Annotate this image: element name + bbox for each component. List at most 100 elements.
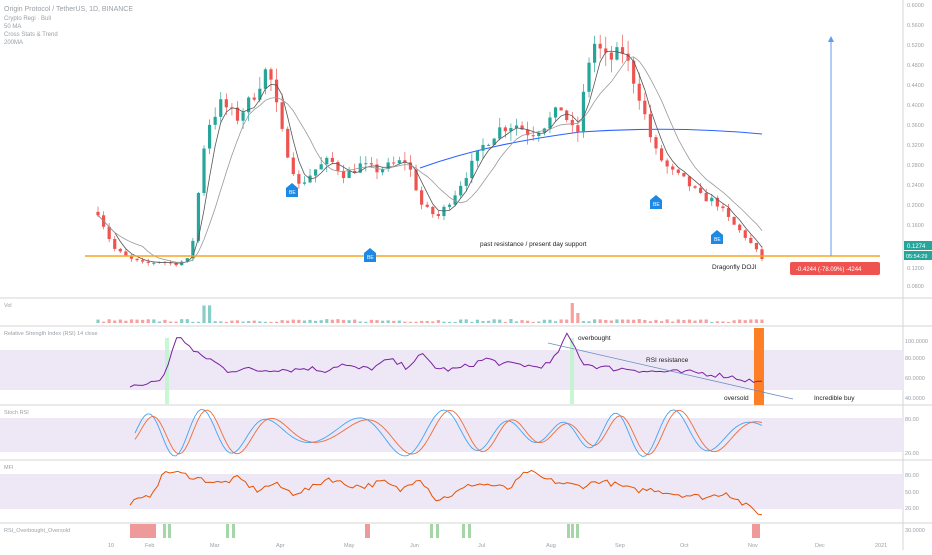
- time-tick: 10: [108, 543, 114, 549]
- candle-body: [152, 262, 156, 264]
- be-badge[interactable]: BE: [650, 195, 662, 209]
- indicator-label-1: Crypto Regi · Bull: [4, 16, 51, 22]
- candle-body: [124, 251, 128, 256]
- candle-body: [531, 135, 535, 137]
- volume-bar: [659, 321, 664, 323]
- candle-body: [341, 170, 346, 178]
- price-tick: 0.2400: [907, 183, 924, 189]
- indicator-label-2: 50 MA: [4, 24, 21, 30]
- candle-body: [336, 162, 340, 171]
- volume-bar: [392, 320, 396, 323]
- time-tick: Dec: [815, 543, 825, 549]
- volume-bar: [593, 319, 597, 323]
- volume-bar: [509, 319, 513, 323]
- price-tick: 0.2000: [907, 203, 924, 209]
- indicator-label-4: 200MA: [4, 40, 23, 46]
- candle-body: [314, 169, 318, 176]
- candle-body: [302, 182, 307, 184]
- candle-body: [224, 99, 228, 108]
- volume-bar: [587, 321, 591, 323]
- volume-bar: [129, 319, 134, 323]
- candle-body: [475, 150, 480, 161]
- time-tick: Apr: [276, 543, 285, 549]
- volume-bar: [213, 321, 217, 323]
- measure-label: -0.4244 (-78.09%) -4244: [796, 267, 862, 273]
- time-tick: Aug: [546, 543, 556, 549]
- obos-layer: [130, 524, 760, 538]
- candle-body: [107, 226, 111, 240]
- ma-layer: [97, 50, 763, 264]
- stoch-layer: [134, 408, 763, 457]
- volume-bar: [442, 321, 446, 323]
- volume-bar: [347, 320, 351, 323]
- volume-bar: [157, 321, 161, 323]
- rsi-resistance-line[interactable]: [547, 342, 794, 400]
- price-tick: 0.3200: [907, 143, 924, 149]
- volume-bar: [269, 321, 273, 323]
- volume-bar: [386, 320, 390, 323]
- candle-body: [643, 100, 647, 115]
- obos-marker: [576, 524, 579, 538]
- candle-body: [732, 216, 736, 225]
- overbought-label: overbought: [578, 335, 611, 342]
- candle-body: [749, 237, 753, 243]
- be-badge[interactable]: BE: [286, 183, 298, 197]
- ob-tick: 30.0000: [905, 528, 925, 534]
- volume-bar: [665, 319, 669, 323]
- candle-body: [436, 214, 440, 217]
- be-badge[interactable]: BE: [364, 248, 376, 262]
- indicator-label-3: Cross Stats & Trend: [4, 32, 58, 38]
- volume-bar: [375, 320, 379, 323]
- candle-body: [129, 255, 134, 259]
- mfi-tick: 20.00: [905, 506, 919, 512]
- candle-body: [174, 262, 178, 266]
- volume-bar: [286, 320, 290, 323]
- be-badge[interactable]: BE: [711, 230, 723, 244]
- candle-body: [760, 249, 764, 260]
- volume-bar: [96, 319, 100, 323]
- volume-bar: [732, 320, 736, 323]
- rsi-tick: 80.0000: [905, 356, 925, 362]
- mfi-tick: 50.00: [905, 490, 919, 496]
- volume-bar: [280, 320, 284, 323]
- candle-body: [570, 120, 574, 126]
- volume-bar: [436, 320, 440, 323]
- volume-bar: [475, 319, 480, 323]
- volume-bar: [470, 321, 474, 323]
- volume-bar: [693, 320, 697, 323]
- candle-body: [274, 79, 279, 103]
- candle-body: [704, 192, 708, 202]
- candle-body: [526, 129, 530, 136]
- candle-body: [738, 224, 742, 231]
- price-tick: 0.2800: [907, 163, 924, 169]
- candle-body: [392, 162, 396, 164]
- volume-bar: [570, 303, 574, 323]
- volume-bar: [553, 321, 558, 323]
- candle-body: [325, 157, 329, 165]
- candle-body: [715, 197, 719, 207]
- rsi-tick: 40.0000: [905, 396, 925, 402]
- countdown-tag: [904, 251, 932, 260]
- volume-bar: [447, 321, 452, 323]
- volume-bar: [414, 321, 418, 323]
- candle-body: [297, 174, 301, 184]
- candle-body: [470, 160, 474, 179]
- volume-bar: [230, 320, 234, 323]
- volume-bar: [520, 320, 524, 323]
- candle-body: [291, 157, 295, 175]
- svg-text:BE: BE: [289, 190, 296, 196]
- volume-bar: [598, 319, 602, 323]
- ma200-layer: [419, 128, 763, 169]
- chart-title: Origin Protocol / TetherUS, 1D, BINANCE: [4, 6, 133, 13]
- volume-bar: [620, 319, 625, 323]
- volume-bar: [749, 319, 753, 323]
- volume-bar: [107, 319, 111, 323]
- volume-bar: [604, 319, 608, 323]
- time-tick: Jul: [478, 543, 485, 549]
- volume-bar: [196, 321, 201, 323]
- ma-line: [97, 50, 763, 264]
- time-axis: 10 Feb Mar Apr May Jun Jul Aug Sep Oct N…: [108, 543, 887, 549]
- obos-marker: [130, 524, 156, 538]
